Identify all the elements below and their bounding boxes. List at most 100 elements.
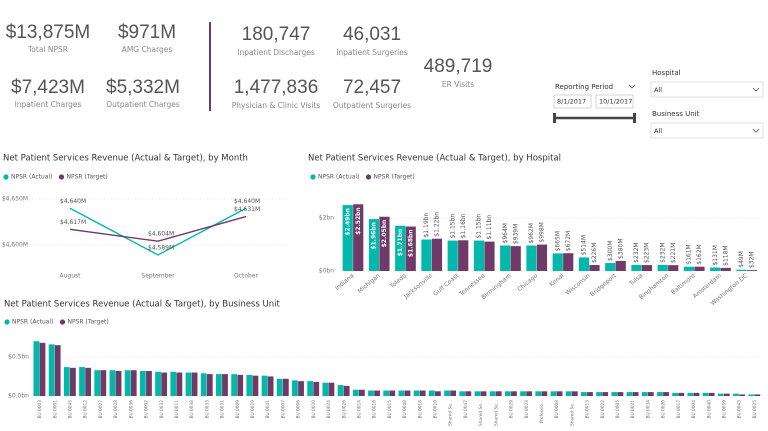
- chart-title: Net Patient Services Revenue (Actual & T…: [308, 154, 561, 164]
- kpi-value: $7,423M: [11, 77, 85, 98]
- x-tick-label: BU 0030: [311, 400, 317, 419]
- bar: [161, 372, 168, 396]
- bar: [395, 225, 406, 271]
- dropdown[interactable]: [650, 81, 764, 98]
- data-label: $226M: [591, 243, 598, 263]
- bar: [657, 392, 663, 396]
- x-tick-label: BU 0026: [341, 400, 347, 419]
- data-label: $1.15bn: [476, 214, 483, 239]
- data-label: $380M: [617, 238, 624, 258]
- data-label: $131M: [712, 245, 719, 265]
- bar: [694, 266, 705, 271]
- data-label: $2.49bn: [344, 208, 351, 236]
- bar: [683, 266, 695, 271]
- bar: [550, 391, 557, 396]
- bar: [510, 246, 521, 271]
- x-tick-label: BU 0040: [706, 400, 712, 419]
- x-tick-label: Professio...: [539, 400, 545, 423]
- bar: [353, 204, 364, 271]
- bar: [383, 390, 390, 396]
- bar: [605, 263, 616, 271]
- chart-title: Net Patient Services Revenue (Actual & T…: [3, 154, 248, 164]
- bar: [328, 382, 335, 396]
- kpi-label: AMG Charges: [122, 45, 173, 54]
- bar: [421, 239, 432, 271]
- x-tick-label: BU 0006: [296, 400, 302, 419]
- date-box[interactable]: [553, 94, 592, 109]
- kpi-value: $13,875M: [6, 22, 91, 43]
- bar: [541, 391, 548, 396]
- bar: [237, 374, 244, 396]
- bar: [723, 393, 730, 396]
- line: [69, 215, 247, 242]
- start-date: 8/1/2017: [557, 98, 586, 106]
- x-tick-label: BU 0032: [159, 400, 165, 419]
- bar: [589, 265, 600, 271]
- bar: [343, 385, 350, 396]
- legend-swatch: [3, 174, 9, 180]
- bar: [79, 367, 85, 396]
- x-tick-label: BU 0025: [752, 400, 758, 419]
- bar: [536, 244, 548, 271]
- bar: [739, 394, 745, 396]
- bar: [447, 240, 458, 271]
- bar: [556, 391, 563, 396]
- x-tick-label: BU 0022: [600, 400, 606, 419]
- bar: [267, 376, 274, 396]
- chevron[interactable]: [628, 84, 636, 89]
- x-tick-label: BU 0027: [98, 400, 104, 419]
- y-tick-label: $2bn: [319, 215, 334, 222]
- kpi-label: Total NPSR: [27, 45, 68, 54]
- bar: [155, 371, 161, 396]
- x-tick-label: BU 0048: [402, 400, 408, 419]
- slider-handle[interactable]: [553, 113, 556, 123]
- bar: [358, 389, 365, 396]
- bar: [500, 245, 511, 271]
- x-tick-label: BU 0015: [387, 400, 393, 419]
- bar: [458, 240, 469, 271]
- bar: [146, 370, 152, 396]
- bar: [459, 391, 466, 396]
- bar: [565, 391, 572, 396]
- bar: [298, 381, 304, 396]
- bar: [632, 392, 639, 396]
- data-label: $964M: [502, 223, 509, 243]
- bar: [578, 257, 590, 271]
- x-tick-label: BU 0012: [83, 400, 89, 419]
- line: [69, 207, 247, 256]
- x-tick-label: BU 0011: [174, 400, 180, 419]
- bar: [176, 372, 183, 396]
- bar: [48, 344, 55, 396]
- y-tick-label: $0.5bn: [8, 353, 29, 360]
- bar: [39, 342, 46, 396]
- data-label: $1.22bn: [434, 212, 441, 237]
- bar: [474, 391, 481, 396]
- data-label: $161M: [686, 244, 693, 264]
- data-label: $4,617M: [60, 219, 86, 226]
- bar: [526, 391, 533, 396]
- bar: [563, 253, 574, 271]
- date-box[interactable]: [595, 94, 634, 109]
- bar: [246, 374, 253, 396]
- bar: [720, 267, 731, 271]
- bar: [693, 392, 700, 396]
- bar: [307, 381, 314, 396]
- slider-handle[interactable]: [633, 113, 636, 123]
- bar: [526, 245, 537, 271]
- bar: [511, 391, 517, 396]
- kpi-label: Inpatient Discharges: [237, 48, 315, 57]
- bar: [611, 392, 618, 396]
- bar: [520, 391, 526, 396]
- bar: [405, 226, 416, 271]
- x-tick-label: BU 0028: [113, 400, 119, 419]
- bar: [702, 392, 709, 396]
- bar: [368, 219, 380, 271]
- dropdown[interactable]: [650, 122, 764, 139]
- bar: [641, 392, 648, 396]
- slicer-label: Reporting Period: [555, 83, 613, 91]
- x-tick-label: BU 0010: [433, 400, 439, 419]
- bar: [100, 370, 107, 396]
- bar: [444, 390, 450, 396]
- kpi-label: Outpatient Surgeries: [333, 101, 411, 110]
